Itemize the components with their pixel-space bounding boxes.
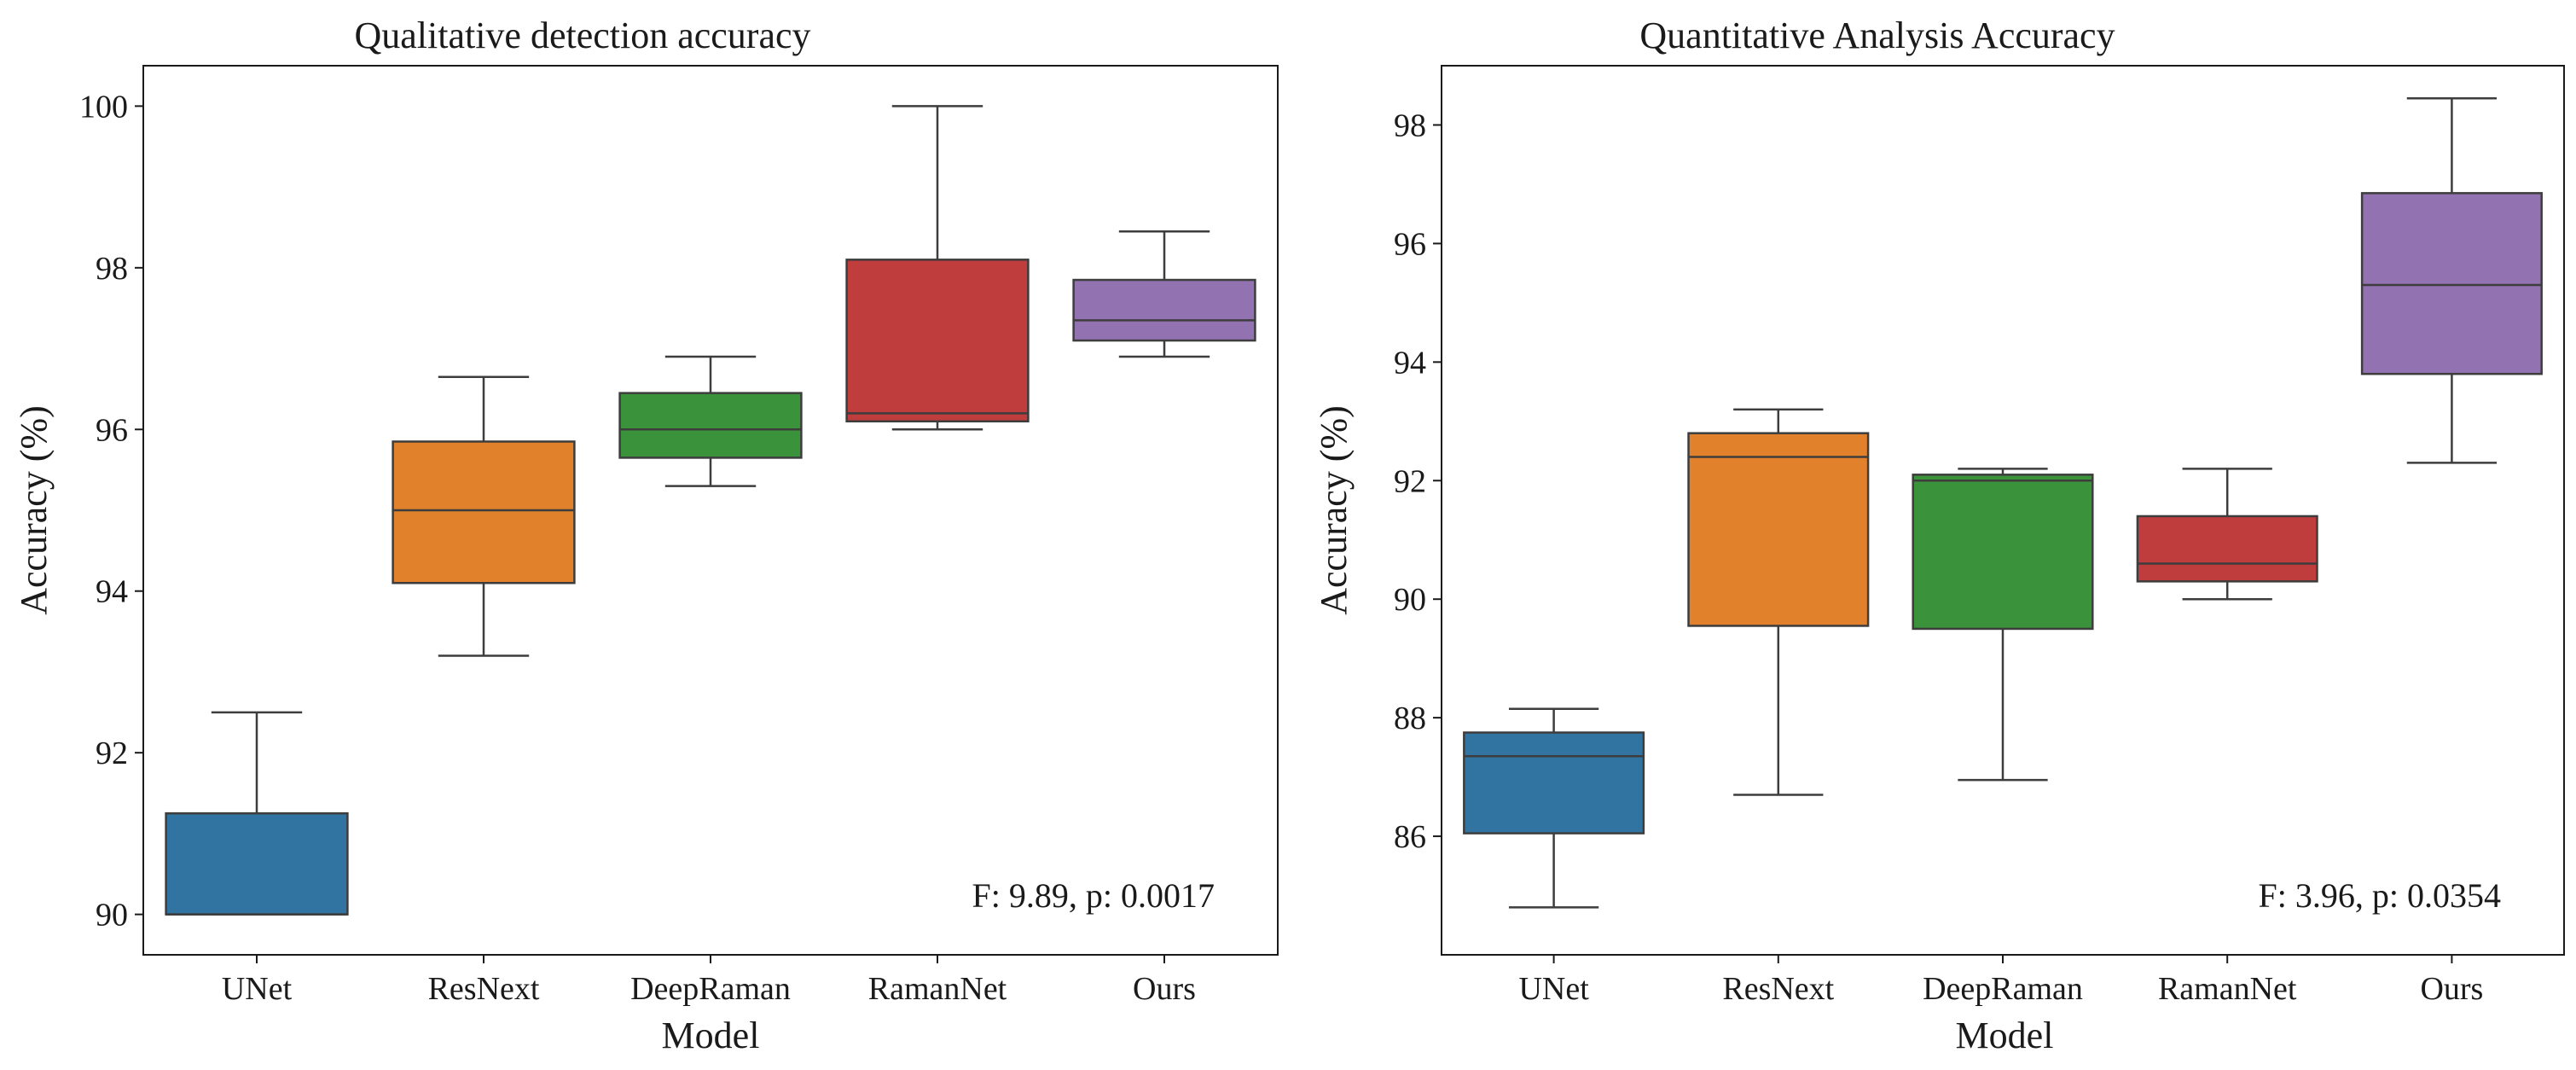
y-tick-label: 96	[1394, 226, 1426, 262]
plot-area: 86 88 90 92 94 96 98 UNet ResNext DeepRaman RamanN…	[1394, 96, 2543, 1007]
stat-annotation: F: 3.96, p: 0.0354	[2259, 876, 2501, 915]
axes-frame	[142, 65, 1279, 956]
x-tick-label: ResNext	[428, 971, 540, 1007]
box-unet	[165, 811, 349, 916]
x-tick-label: DeepRaman	[630, 971, 791, 1007]
y-tick-label: 94	[1394, 345, 1426, 381]
chart-panel-quantitative: Quantitative Analysis Accuracy 86 88 90 92 9…	[1313, 15, 2565, 1056]
x-tick-label: Ours	[1133, 971, 1196, 1007]
box-resnext	[392, 440, 576, 584]
x-tick-label: UNet	[1518, 971, 1589, 1007]
x-tick-label: DeepRaman	[1923, 971, 2083, 1007]
y-axis-label: Accuracy (%)	[1313, 405, 1355, 615]
y-tick-label: 88	[1394, 701, 1426, 736]
chart-title: Quantitative Analysis Accuracy	[1639, 15, 2115, 56]
box-deepraman	[618, 392, 803, 459]
y-tick-label: 90	[96, 898, 128, 933]
x-axis-label: Model	[662, 1015, 760, 1056]
y-tick-label: 92	[1394, 463, 1426, 499]
x-tick-label: RamanNet	[868, 971, 1007, 1007]
y-tick-label: 92	[96, 736, 128, 771]
y-tick-label: 98	[1394, 108, 1426, 143]
box-ramannet	[845, 259, 1030, 423]
box-ours	[2360, 192, 2543, 375]
y-tick-label: 96	[96, 412, 128, 448]
y-tick-label: 98	[96, 251, 128, 287]
box-ramannet	[2136, 515, 2318, 583]
chart-panel-qualitative: Qualitative detection accuracy 909294969…	[13, 15, 1279, 1056]
y-axis-label: Accuracy (%)	[13, 405, 55, 615]
x-tick-label: Ours	[2420, 971, 2483, 1007]
x-axis-label: Model	[1956, 1015, 2054, 1056]
chart-title: Qualitative detection accuracy	[354, 15, 810, 56]
plot-area: 90 92 94 96 98 100 UNet ResNext DeepRaman RamanNe…	[79, 89, 1256, 1007]
axes-frame	[1441, 65, 2565, 956]
box-deepraman	[1912, 474, 2094, 631]
box-ours	[1072, 278, 1256, 342]
stat-annotation: F: 9.89, p: 0.0017	[972, 876, 1215, 915]
x-tick-label: UNet	[222, 971, 293, 1007]
x-tick-label: RamanNet	[2158, 971, 2297, 1007]
box-resnext	[1687, 432, 1870, 627]
y-tick-label: 86	[1394, 819, 1426, 855]
y-tick-label: 90	[1394, 582, 1426, 618]
box-unet	[1463, 731, 1645, 834]
y-tick-label: 94	[96, 574, 128, 610]
y-tick-label: 100	[79, 89, 128, 125]
x-tick-label: ResNext	[1722, 971, 1834, 1007]
